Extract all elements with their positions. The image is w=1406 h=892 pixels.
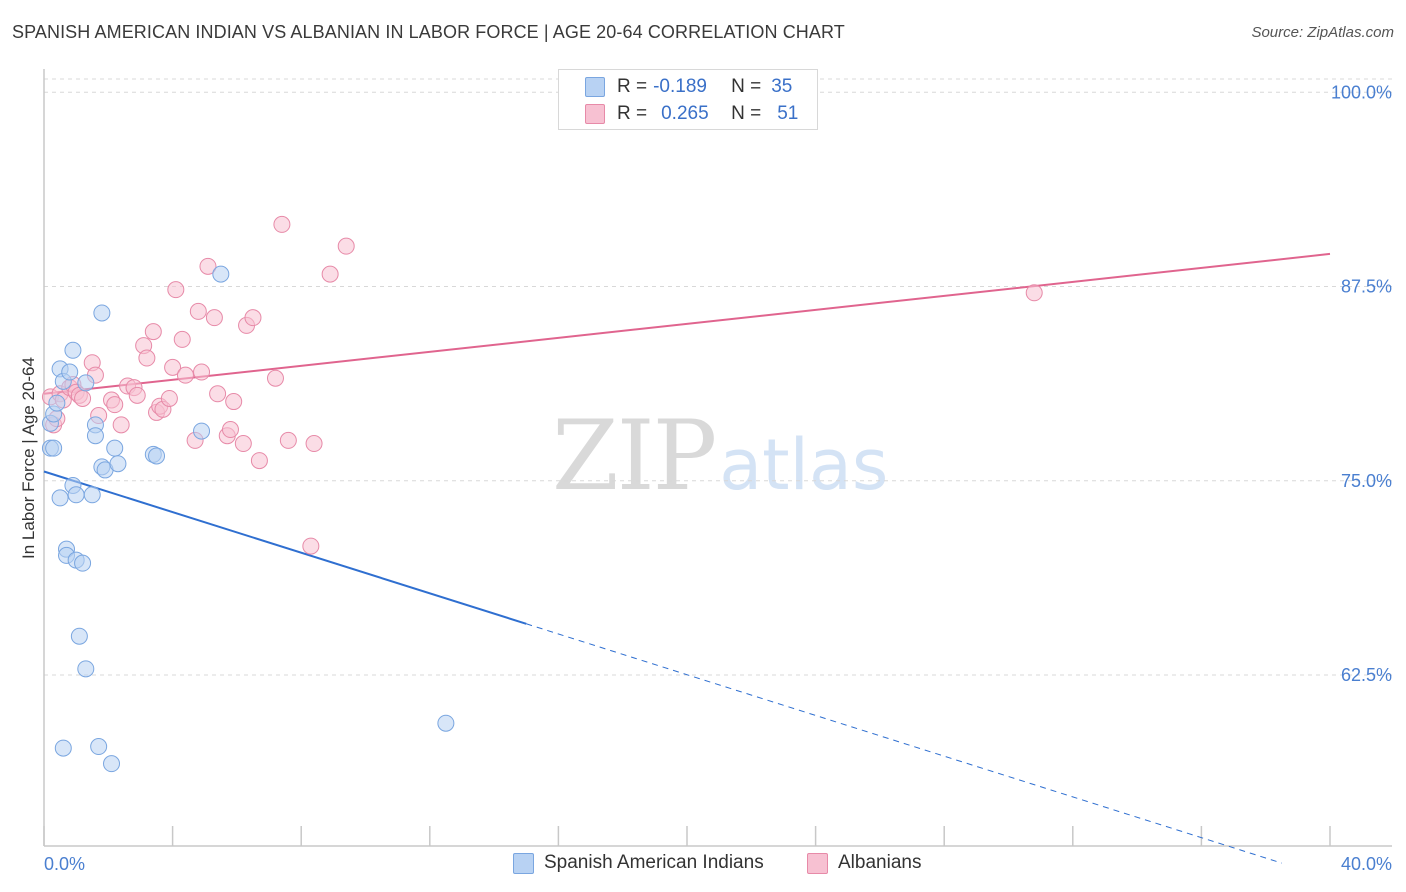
- point-albanians: [321, 265, 339, 283]
- watermark: ZIPatlas: [552, 400, 888, 512]
- trend-line-albanians: [43, 252, 1331, 395]
- legend-item-albanians[interactable]: Albanians: [807, 852, 921, 874]
- point-spanish-american-indians: [77, 374, 95, 392]
- source-label: Source: ZipAtlas.com: [1251, 24, 1394, 41]
- point-spanish-american-indians: [86, 427, 104, 445]
- y-tick-label: 62.5%: [1341, 665, 1392, 685]
- legend-swatch-pink: [807, 852, 828, 874]
- point-spanish-american-indians: [106, 439, 124, 457]
- point-albanians: [1025, 284, 1043, 302]
- legend-row-spanish-american-indians: R = -0.189 N = 35: [585, 74, 792, 100]
- point-albanians: [193, 363, 211, 381]
- legend-item-label: Albanians: [838, 852, 922, 873]
- point-albanians: [221, 421, 239, 439]
- point-spanish-american-indians: [193, 422, 211, 440]
- point-albanians: [167, 281, 185, 299]
- point-spanish-american-indians: [64, 341, 82, 359]
- point-albanians: [164, 358, 182, 376]
- legend-swatch-blue: [513, 852, 534, 874]
- point-spanish-american-indians: [90, 738, 108, 756]
- point-albanians: [302, 537, 320, 555]
- tick-labels: 62.5% 75.0% 87.5% 100.0% 0.0% 40.0%: [44, 82, 1392, 874]
- point-albanians: [74, 389, 92, 407]
- point-albanians: [273, 215, 291, 233]
- point-albanians: [305, 435, 323, 453]
- legend-row-albanians: R = 0.265 N = 51: [585, 101, 798, 127]
- trend-line-spanish-american-indians: [43, 470, 527, 625]
- legend-n-label: N =: [731, 76, 762, 97]
- grid-lines: [44, 78, 1392, 676]
- point-albanians: [234, 435, 252, 453]
- point-albanians: [173, 330, 191, 348]
- y-tick-label: 100.0%: [1331, 82, 1392, 102]
- y-tick-label: 75.0%: [1341, 471, 1392, 491]
- trend-lines: [43, 252, 1331, 864]
- point-albanians: [112, 416, 130, 434]
- point-spanish-american-indians: [70, 627, 88, 645]
- point-spanish-american-indians: [83, 486, 101, 504]
- legend-r-label: R =: [617, 76, 648, 97]
- point-albanians: [209, 385, 227, 403]
- trend-line-extension-spanish-american-indians: [526, 623, 1282, 864]
- watermark-zip: ZIP: [552, 400, 717, 512]
- legend-r-label: R =: [617, 103, 648, 124]
- series-legend: Spanish American Indians Albanians: [0, 852, 1406, 878]
- point-spanish-american-indians: [54, 739, 72, 757]
- y-axis-label: In Labor Force | Age 20-64: [19, 357, 38, 559]
- legend-item-spanish-american-indians[interactable]: Spanish American Indians: [513, 852, 764, 874]
- point-spanish-american-indians: [148, 447, 166, 465]
- axes: [43, 69, 1392, 847]
- watermark-atlas: atlas: [719, 424, 889, 506]
- point-albanians: [337, 237, 355, 255]
- point-spanish-american-indians: [45, 439, 63, 457]
- point-albanians: [189, 302, 207, 320]
- point-spanish-american-indians: [103, 755, 121, 773]
- data-points: [41, 215, 1043, 773]
- point-spanish-american-indians: [74, 554, 92, 572]
- point-spanish-american-indians: [93, 304, 111, 322]
- legend-swatch-pink: [585, 104, 605, 124]
- point-spanish-american-indians: [212, 265, 230, 283]
- point-albanians: [279, 431, 297, 449]
- legend-item-label: Spanish American Indians: [544, 852, 764, 873]
- point-spanish-american-indians: [109, 455, 127, 473]
- point-albanians: [176, 366, 194, 384]
- point-albanians: [106, 396, 124, 414]
- point-spanish-american-indians: [67, 486, 85, 504]
- legend-r-value: 0.265: [661, 103, 709, 124]
- legend-swatch-blue: [585, 77, 605, 97]
- point-albanians: [244, 309, 262, 327]
- x-tick-label-max: 40.0%: [1341, 854, 1392, 874]
- point-albanians: [160, 389, 178, 407]
- correlation-legend: R = -0.189 N = 35 R = 0.265 N = 51: [558, 69, 818, 130]
- point-albanians: [205, 309, 223, 327]
- legend-n-label: N =: [731, 103, 762, 124]
- point-albanians: [138, 349, 156, 367]
- point-albanians: [199, 257, 217, 275]
- chart-title: SPANISH AMERICAN INDIAN VS ALBANIAN IN L…: [12, 22, 845, 42]
- legend-r-value: -0.189: [653, 76, 707, 97]
- point-spanish-american-indians: [51, 489, 69, 507]
- point-albanians: [250, 452, 268, 470]
- point-albanians: [225, 393, 243, 411]
- point-spanish-american-indians: [437, 714, 455, 732]
- legend-n-value: 35: [771, 76, 793, 97]
- point-albanians: [144, 323, 162, 341]
- point-spanish-american-indians: [61, 363, 79, 381]
- point-albanians: [266, 369, 284, 387]
- y-tick-label: 87.5%: [1341, 277, 1392, 297]
- x-tick-label-min: 0.0%: [44, 854, 85, 874]
- point-spanish-american-indians: [77, 660, 95, 678]
- legend-n-value: 51: [777, 103, 799, 124]
- point-albanians: [128, 386, 146, 404]
- point-spanish-american-indians: [48, 394, 66, 412]
